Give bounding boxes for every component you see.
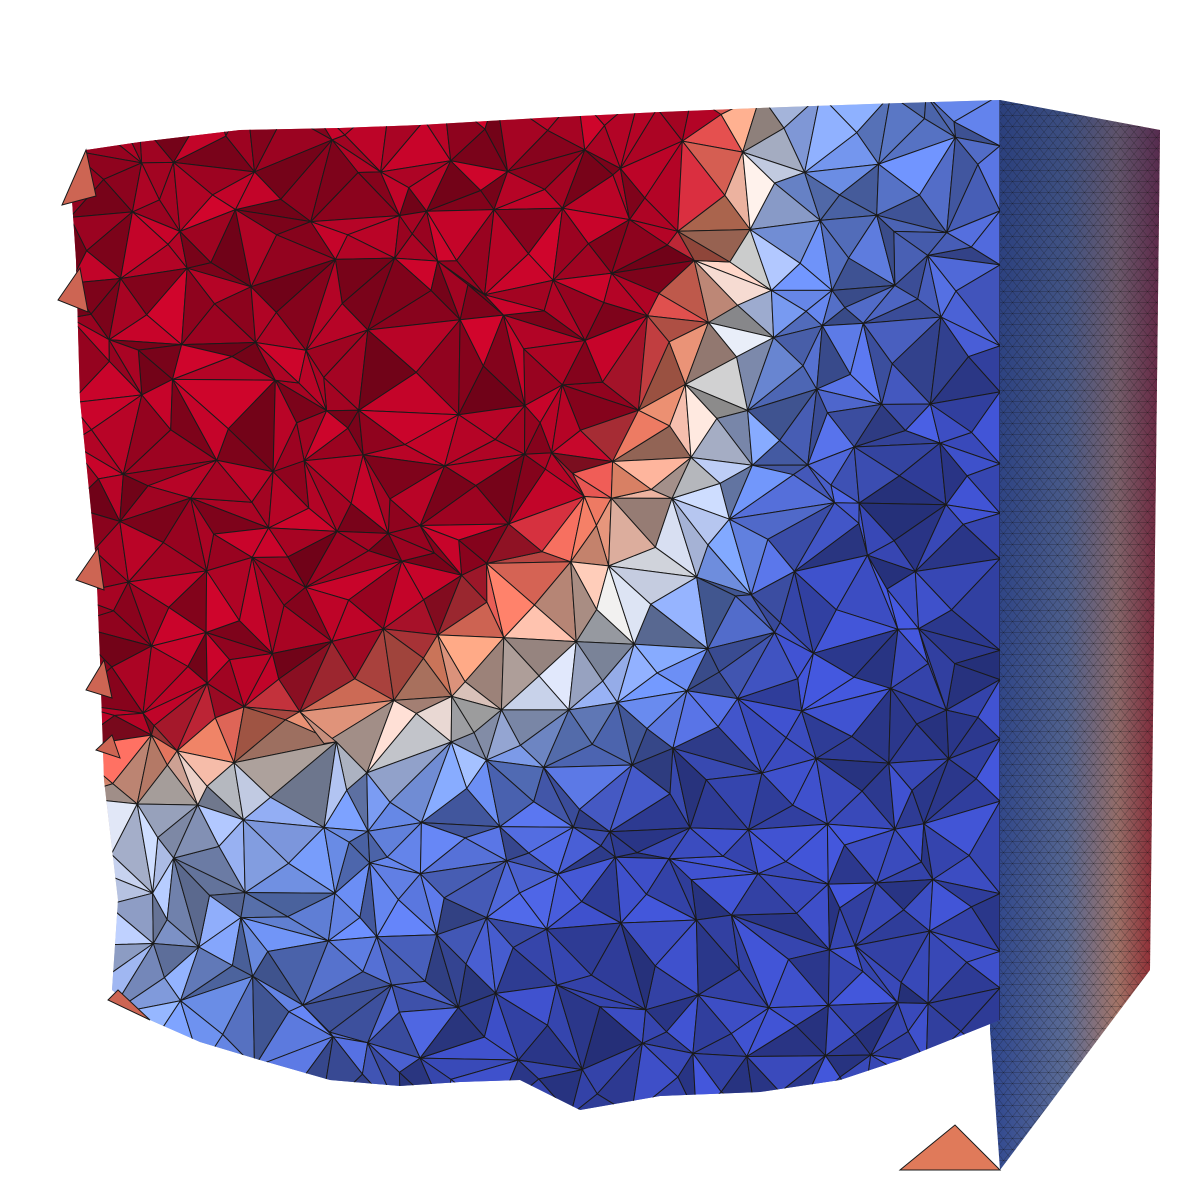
cube-side-face bbox=[898, 100, 1160, 1171]
mesh-facets bbox=[57, 100, 1000, 1110]
